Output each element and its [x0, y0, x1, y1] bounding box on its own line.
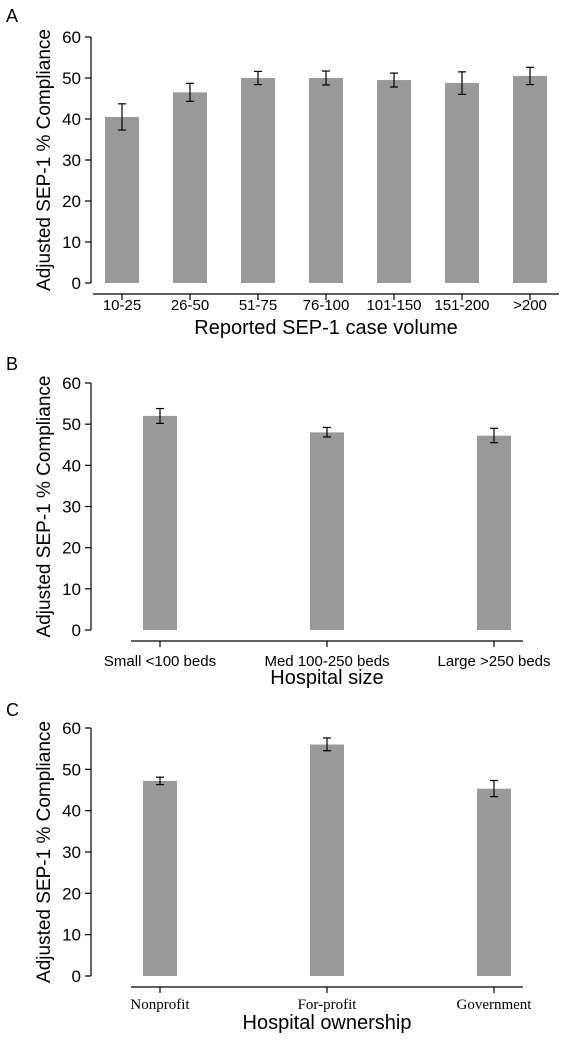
panel-letter-c: C [6, 700, 19, 720]
chart-c-svg: 0 10 20 30 40 50 60 Nonprofit For-profit Governme… [34, 719, 533, 1034]
bar [241, 78, 275, 283]
panel-letter-a: A [6, 6, 19, 26]
y-tick-label: 10 [62, 580, 81, 599]
x-tick-label: For-profit [298, 997, 358, 1013]
y-tick-label: 60 [62, 374, 81, 393]
x-tick-label: Large >250 beds [437, 653, 550, 670]
y-tick-label: 20 [62, 539, 81, 558]
x-tick-label: >200 [513, 297, 547, 314]
x-tick-label: 76-100 [303, 297, 350, 314]
y-tick-label: 30 [62, 151, 81, 170]
y-tick-label: 20 [62, 884, 81, 903]
x-tick-label: Nonprofit [130, 997, 190, 1013]
x-tick-label: Small <100 beds [104, 653, 216, 670]
bar [513, 75, 547, 283]
bar [143, 780, 177, 976]
y-tick-label: 40 [62, 110, 81, 129]
y-tick-label: 10 [62, 926, 81, 945]
y-tick-label: 50 [62, 415, 81, 434]
y-tick-label: 0 [72, 621, 81, 640]
bar [310, 744, 344, 976]
y-tick-label: 60 [62, 719, 81, 738]
x-axis-label: Reported SEP-1 case volume [194, 317, 457, 339]
x-tick-label: 26-50 [171, 297, 209, 314]
bar [310, 432, 344, 630]
y-tick-label: 30 [62, 843, 81, 862]
chart-a-svg: 0 10 20 30 40 50 60 10-25 26-50 51-75 76-100 101-15… [34, 28, 559, 339]
bar [105, 116, 139, 283]
x-tick-label: 101-150 [366, 297, 421, 314]
chart-panel-c: C 0 10 20 30 40 50 60 Nonprofit For-profit Govern… [0, 694, 576, 1050]
chart-panel-a: A 0 10 20 30 40 50 60 10-25 26-50 51-75 76-100 101-… [0, 0, 576, 348]
y-tick-label: 40 [62, 456, 81, 475]
bar [477, 788, 511, 976]
bar [445, 82, 479, 283]
x-tick-label: 51-75 [239, 297, 277, 314]
bar [477, 435, 511, 630]
y-axis-label: Adjusted SEP-1 % Compliance [34, 721, 55, 983]
y-tick-label: 30 [62, 498, 81, 517]
bar [173, 92, 207, 283]
y-tick-label: 0 [72, 274, 81, 293]
y-tick-label: 10 [62, 233, 81, 252]
x-axis-label: Hospital size [270, 667, 383, 689]
bar [377, 80, 411, 283]
x-tick-label: 151-200 [434, 297, 489, 314]
y-tick-label: 60 [62, 28, 81, 47]
y-tick-label: 20 [62, 192, 81, 211]
x-axis-label: Hospital ownership [243, 1012, 412, 1034]
x-tick-label: Med 100-250 beds [264, 653, 389, 670]
bar [309, 78, 343, 283]
x-tick-label: Government [457, 997, 533, 1013]
chart-b-svg: 0 10 20 30 40 50 60 Small <100 beds Med 100-250 … [34, 374, 551, 689]
chart-panel-b: B 0 10 20 30 40 50 60 Small <100 beds Med 100-25… [0, 348, 576, 694]
panel-letter-b: B [6, 354, 19, 374]
y-tick-label: 50 [62, 760, 81, 779]
y-tick-label: 40 [62, 802, 81, 821]
y-axis-label: Adjusted SEP-1 % Compliance [34, 29, 55, 291]
x-tick-label: 10-25 [103, 297, 141, 314]
y-axis-label: Adjusted SEP-1 % Compliance [34, 376, 55, 638]
bar [143, 415, 177, 630]
y-tick-label: 50 [62, 69, 81, 88]
y-tick-label: 0 [72, 967, 81, 986]
